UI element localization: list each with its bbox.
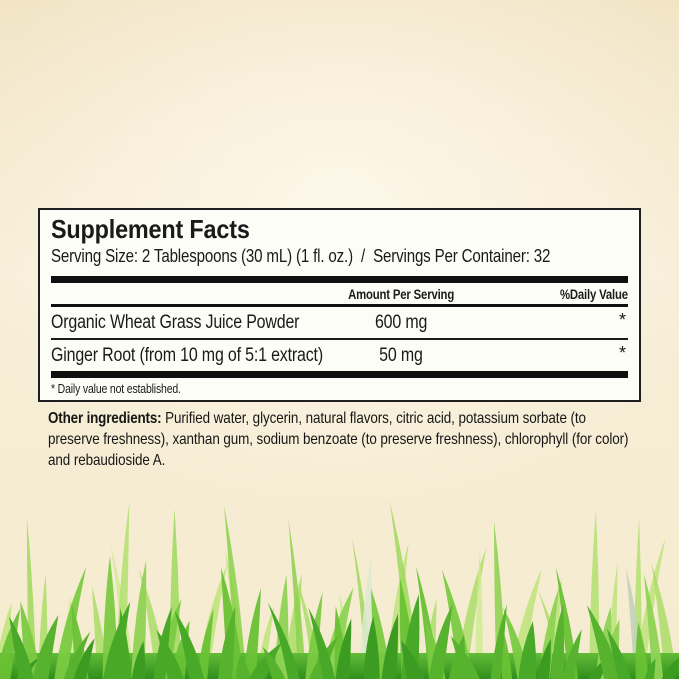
ingredient-daily-value: * [618, 343, 626, 363]
column-header-row: Amount Per Serving %Daily Value [51, 283, 628, 304]
ingredient-amount: 600 mg [374, 312, 428, 333]
footnote: * Daily value not established. [51, 382, 628, 397]
serving-info: Serving Size: 2 Tablespoons (30 mL) (1 f… [51, 244, 628, 268]
ingredient-row-wheat-grass: Organic Wheat Grass Juice Powder 600 mg … [51, 307, 628, 340]
divider-thick-bottom [51, 371, 628, 378]
panel-title: Supplement Facts [51, 214, 628, 244]
amount-per-serving-header: Amount Per Serving [348, 287, 454, 302]
other-ingredients-label: Other ingredients: [48, 410, 162, 427]
grass-image [0, 501, 679, 679]
other-ingredients-text: Purified water, glycerin, natural flavor… [48, 410, 629, 469]
panel-title-text: Supplement Facts [51, 214, 250, 244]
serving-info-text: Serving Size: 2 Tablespoons (30 mL) (1 f… [51, 246, 551, 266]
ingredient-row-ginger-root: Ginger Root (from 10 mg of 5:1 extract) … [51, 340, 628, 371]
footnote-text: * Daily value not established. [51, 382, 181, 396]
other-ingredients: Other ingredients: Purified water, glyce… [48, 408, 638, 471]
divider-thin [51, 304, 628, 307]
supplement-facts-panel: Supplement Facts Serving Size: 2 Tablesp… [38, 208, 641, 402]
ingredient-amount: 50 mg [379, 345, 423, 366]
ingredient-name: Ginger Root (from 10 mg of 5:1 extract) [51, 344, 323, 366]
ingredient-daily-value: * [618, 310, 626, 330]
ingredient-name: Organic Wheat Grass Juice Powder [51, 311, 300, 333]
divider-thick-top [51, 276, 628, 283]
daily-value-header: %Daily Value [560, 287, 628, 302]
